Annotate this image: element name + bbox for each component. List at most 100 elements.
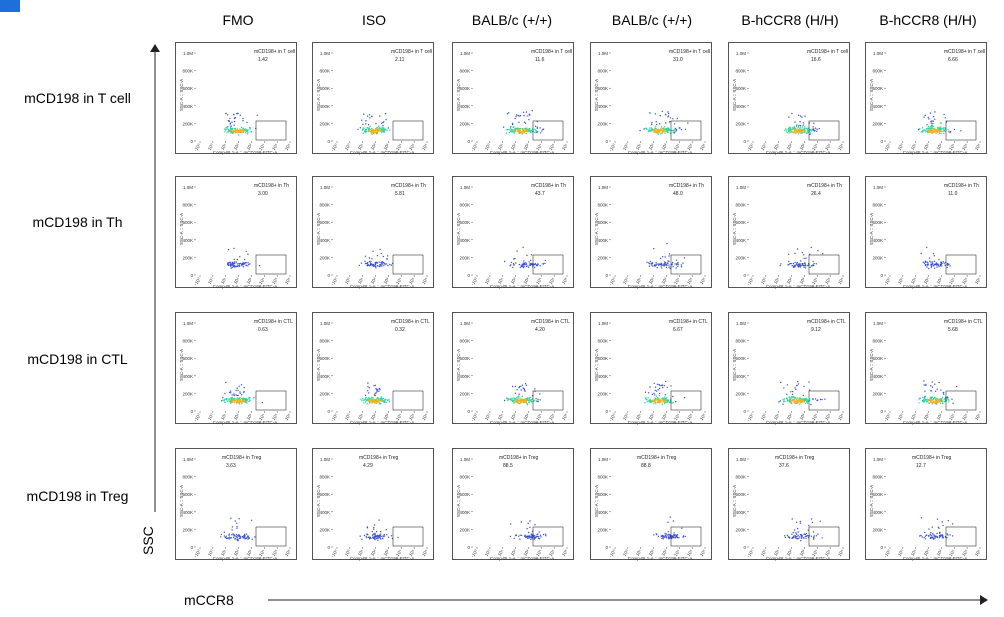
gate-rectangle: [532, 120, 564, 141]
event-dot: [667, 116, 669, 118]
event-dot: [367, 124, 370, 126]
event-dot: [242, 120, 244, 122]
event-dot: [512, 126, 515, 128]
event-dot: [368, 402, 371, 404]
x-tick-label: 10⁰: [622, 277, 630, 286]
flow-plot-3-5: 0 200K 400K 600K 800K 1.0M SSC-A :: SSC-A -10⁰ 1…: [728, 312, 850, 425]
event-dot: [797, 125, 800, 128]
x-tick-label: 10⁰: [897, 277, 905, 286]
event-dot: [374, 400, 376, 402]
y-tick-label: 200K: [319, 527, 330, 532]
event-dot: [654, 397, 656, 399]
event-dot: [512, 397, 514, 399]
event-dot: [242, 127, 244, 129]
event-dot: [934, 118, 936, 121]
event-dot: [788, 253, 790, 255]
y-tick-label: 0: [467, 409, 470, 414]
flow-plot-4-5: 0 200K 400K 600K 800K 1.0M SSC-A :: SSC-A -10⁰ 1…: [728, 448, 850, 561]
event-dot: [669, 117, 672, 119]
flow-plot-1-1: 0 200K 400K 600K 800K 1.0M SSC-A :: SSC-A -10⁰ 1…: [175, 42, 297, 155]
event-dot: [649, 398, 651, 400]
event-dot: [531, 398, 533, 400]
event-dot: [949, 534, 951, 536]
event-dot: [515, 114, 518, 116]
event-dot: [810, 518, 813, 520]
event-dot: [944, 117, 946, 119]
x-tick-label: -10⁰: [470, 413, 479, 423]
event-dot: [943, 130, 945, 132]
event-dot: [802, 398, 804, 400]
event-dot: [366, 526, 369, 528]
x-tick-label: 10¹: [910, 412, 918, 421]
event-dot: [528, 119, 530, 121]
event-dot: [779, 264, 781, 267]
event-dot: [811, 521, 814, 524]
y-tick-label: 0: [190, 139, 193, 144]
event-dot: [664, 261, 666, 263]
y-tick-label: 600K: [735, 86, 746, 91]
event-dot: [258, 264, 261, 267]
y-tick-label: 600K: [872, 220, 883, 225]
event-dot: [649, 260, 652, 263]
event-dot: [540, 132, 542, 134]
event-dot: [522, 131, 524, 133]
y-tick-label: 1.0M: [183, 185, 193, 190]
event-dot: [788, 127, 790, 129]
event-dot: [651, 262, 654, 264]
event-dot: [666, 537, 668, 539]
x-tick-label: 10⁰: [484, 413, 492, 422]
event-dot: [934, 397, 936, 399]
event-dot: [375, 267, 377, 269]
x-tick-label: 10³: [660, 276, 668, 285]
flow-plot-3-3: 0 200K 400K 600K 800K 1.0M SSC-A :: SSC-A -10⁰ 1…: [452, 312, 574, 425]
panel-y-label: SSC-A :: SSC-A: [316, 485, 321, 517]
y-tick-label: 0: [743, 545, 746, 550]
event-dot: [236, 387, 238, 389]
event-dot: [934, 398, 937, 401]
event-dot: [524, 122, 527, 124]
event-dot: [228, 399, 230, 401]
event-dot: [791, 131, 793, 133]
event-dot: [824, 398, 826, 400]
event-dot: [238, 131, 240, 133]
event-dot: [919, 397, 921, 399]
event-dot: [804, 267, 807, 269]
gate-percentage: 1.42: [258, 57, 268, 63]
event-dot: [663, 400, 665, 402]
event-dot: [235, 266, 237, 268]
event-dot: [236, 263, 238, 265]
event-dot: [660, 384, 663, 387]
event-dot: [518, 132, 520, 135]
x-axis-arrow-head: [980, 595, 988, 605]
event-dot: [520, 385, 522, 388]
event-dot: [227, 248, 230, 251]
event-dot: [663, 385, 665, 387]
event-dot: [931, 401, 933, 404]
event-dot: [795, 533, 798, 535]
event-dot: [373, 385, 375, 387]
event-dot: [797, 126, 800, 129]
gate-percentage: 3.63: [226, 463, 236, 469]
event-dot: [931, 399, 933, 401]
y-tick-label: 0: [190, 273, 193, 278]
event-dot: [665, 122, 667, 124]
x-tick-label: 10¹: [910, 548, 918, 557]
event-dot: [379, 530, 382, 533]
event-dot: [947, 264, 949, 266]
y-tick-label: 400K: [872, 510, 883, 515]
event-dot: [363, 402, 365, 404]
event-dot: [926, 266, 928, 268]
event-dot: [250, 131, 252, 133]
event-dot: [808, 253, 811, 255]
event-dot: [658, 383, 660, 386]
event-dot: [786, 534, 789, 537]
event-dot: [665, 130, 667, 133]
event-dot: [368, 114, 371, 116]
event-dot: [643, 128, 645, 130]
event-dot: [377, 125, 380, 127]
y-tick-label: 800K: [182, 475, 193, 480]
event-dot: [788, 397, 791, 399]
event-dot: [679, 127, 681, 129]
event-dot: [661, 386, 664, 389]
